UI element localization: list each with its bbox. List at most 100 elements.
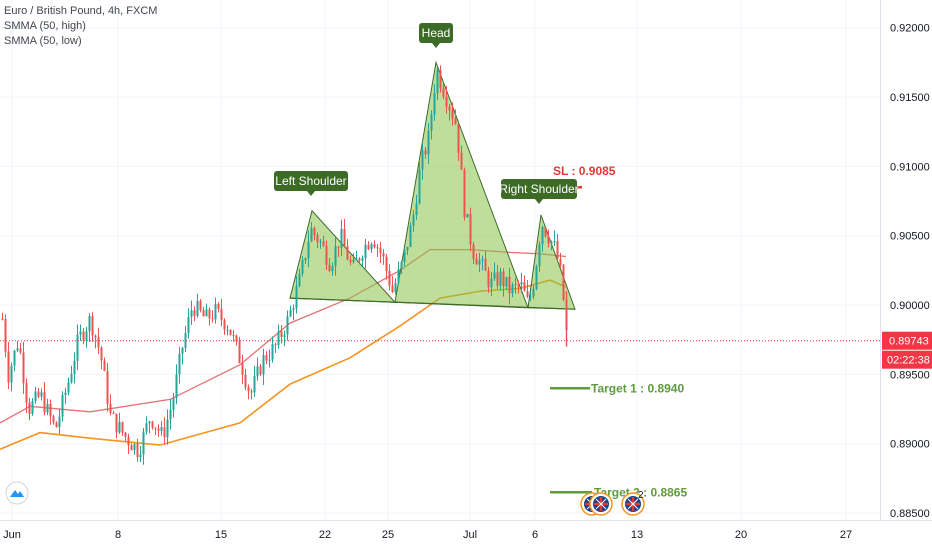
candle-body <box>256 366 259 377</box>
tradingview-logo-icon[interactable] <box>5 481 29 505</box>
candle <box>340 219 343 257</box>
candle <box>439 65 442 93</box>
candle <box>355 250 358 260</box>
time-tick-label: 22 <box>319 529 331 541</box>
candle <box>316 232 319 249</box>
candle-body <box>118 422 121 433</box>
candle <box>289 305 292 318</box>
candle-body <box>322 241 325 246</box>
candle-body <box>373 244 376 248</box>
candle <box>481 255 484 271</box>
candle-body <box>388 271 391 286</box>
left-shoulder-label[interactable]: Left Shoulder <box>274 171 348 196</box>
candle <box>487 267 490 293</box>
candle <box>253 365 256 397</box>
candle <box>52 414 55 425</box>
candle <box>82 327 85 345</box>
indicator-smma-high[interactable]: SMMA (50, high) <box>4 20 86 32</box>
candle <box>31 397 34 416</box>
candle <box>133 443 136 455</box>
candle-body <box>295 286 298 309</box>
candle <box>58 409 61 435</box>
candle-body <box>472 244 475 259</box>
candle <box>475 253 478 265</box>
candle <box>421 141 424 180</box>
candle <box>493 262 496 282</box>
candle-body <box>235 335 238 342</box>
candle <box>43 381 46 416</box>
candle <box>448 104 451 121</box>
candle <box>181 346 184 365</box>
candle-body <box>511 284 514 294</box>
event-uk-3[interactable] <box>621 492 645 516</box>
candle <box>259 363 262 376</box>
event-uk-2[interactable] <box>589 492 613 516</box>
candle <box>217 302 220 313</box>
candle-body <box>163 427 166 438</box>
last-price-tag[interactable] <box>882 331 932 350</box>
left-shoulder-label-text: Left Shoulder <box>275 174 346 188</box>
candle <box>199 299 202 313</box>
economic-events[interactable]: 2 <box>580 490 645 516</box>
right-shoulder-label[interactable]: Right Shoulder <box>499 179 579 204</box>
time-tick-label: Jun <box>3 529 21 541</box>
candle <box>502 268 505 297</box>
time-axis[interactable]: Jun 8 15 22 25 Jul 6 13 20 27 <box>3 529 852 541</box>
candle <box>115 413 118 439</box>
candle <box>406 246 409 256</box>
right-shoulder-label-bg <box>501 179 577 199</box>
candle-body <box>349 259 352 263</box>
candle-body <box>91 316 94 336</box>
candle-body <box>34 391 37 402</box>
candle-body <box>553 241 556 243</box>
symbol-title[interactable]: Euro / British Pound, 4h, FXCM <box>4 5 158 17</box>
candle <box>196 293 199 318</box>
candle <box>343 218 346 247</box>
candle <box>295 276 298 314</box>
candle <box>331 262 334 276</box>
candle <box>226 325 229 336</box>
candle <box>247 384 250 400</box>
price-axis[interactable]: 0.92000 0.91500 0.91000 0.90500 0.90000 0.895… <box>882 23 932 520</box>
candle <box>364 238 367 269</box>
candle <box>112 411 115 415</box>
candle-body <box>367 244 370 250</box>
candle-body <box>376 247 379 249</box>
time-tick-label: 20 <box>735 529 747 541</box>
candle-body <box>535 266 538 289</box>
candle-body <box>151 421 154 428</box>
candle-body <box>49 403 52 417</box>
candle <box>517 280 520 294</box>
candle <box>310 221 313 243</box>
candle-body <box>229 329 232 335</box>
candle-body <box>157 428 160 432</box>
candle <box>16 340 19 353</box>
last-price-label: 0.89743 <box>889 336 929 348</box>
head-label[interactable]: Head <box>419 23 453 48</box>
candle-body <box>112 412 115 414</box>
candle-body <box>517 283 520 285</box>
candle <box>19 342 22 355</box>
candle-body <box>514 283 517 285</box>
candle-body <box>70 373 73 383</box>
candle <box>385 253 388 280</box>
candle-body <box>76 334 79 361</box>
candle <box>319 238 322 249</box>
candle <box>124 432 127 441</box>
indicator-smma-low[interactable]: SMMA (50, low) <box>4 35 82 47</box>
candle-body <box>424 150 427 155</box>
candle-body <box>454 118 457 125</box>
time-tick-label: Jul <box>463 529 477 541</box>
price-tick-label: 0.88500 <box>890 508 930 520</box>
candle <box>121 421 124 436</box>
candle <box>256 357 259 381</box>
candle-body <box>181 347 184 354</box>
candle-body <box>418 169 421 204</box>
candle-body <box>52 416 55 423</box>
candle <box>514 277 517 294</box>
candle <box>235 334 238 346</box>
candle-body <box>169 409 172 420</box>
candle <box>415 194 418 220</box>
time-tick-label: 13 <box>631 529 643 541</box>
